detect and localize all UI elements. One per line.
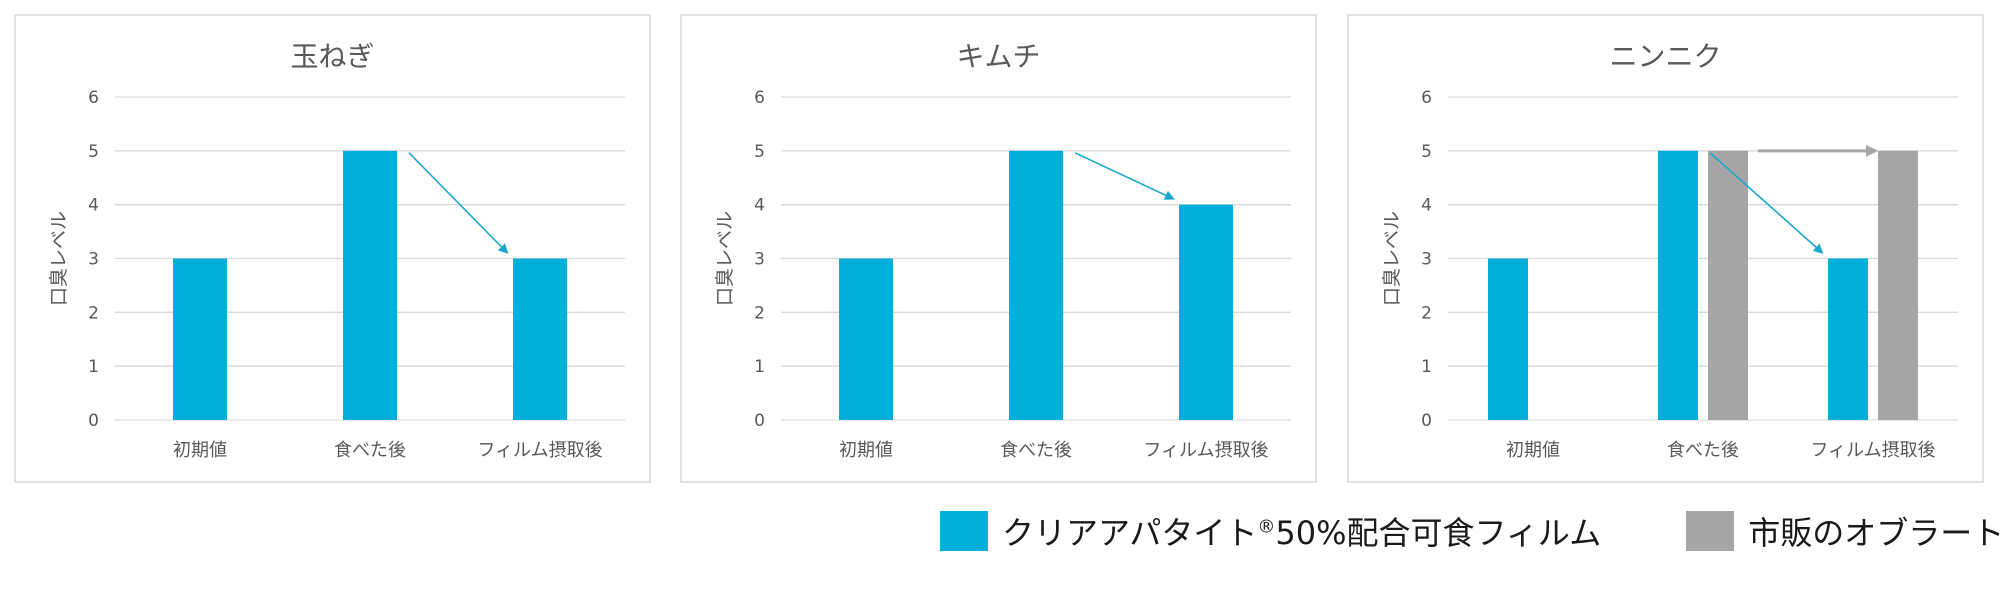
bar <box>343 150 397 421</box>
legend-swatch-film <box>940 511 988 551</box>
y-tick-label: 1 <box>88 357 99 377</box>
bar <box>1658 150 1698 421</box>
y-tick-label: 4 <box>754 196 765 216</box>
y-tick-label: 2 <box>1421 303 1432 323</box>
bar <box>1828 258 1868 420</box>
arrow <box>1709 152 1824 254</box>
x-tick-label: 食べた後 <box>1000 440 1072 461</box>
y-tick-label: 0 <box>88 411 99 431</box>
arrow <box>408 152 509 254</box>
registered-mark: ® <box>1257 516 1276 538</box>
bar <box>173 258 227 420</box>
y-tick-label: 4 <box>88 196 99 216</box>
y-tick-label: 6 <box>88 88 99 108</box>
x-tick-label: フィルム摂取後 <box>477 440 602 461</box>
y-tick-label: 6 <box>1421 88 1432 108</box>
y-tick-label: 4 <box>1421 196 1432 216</box>
bar <box>1708 150 1748 421</box>
arrow <box>1074 152 1175 200</box>
x-tick-label: 初期値 <box>173 440 227 461</box>
x-tick-label: フィルム摂取後 <box>1143 440 1268 461</box>
chart-title: キムチ <box>956 40 1040 73</box>
x-tick-label: 初期値 <box>1506 440 1560 461</box>
y-axis-label: 口臭レベル <box>48 211 70 306</box>
legend-swatch-wafer <box>1686 511 1735 551</box>
y-tick-label: 1 <box>754 357 765 377</box>
bar <box>513 258 567 420</box>
y-tick-label: 0 <box>1421 411 1432 431</box>
bar <box>1488 258 1528 420</box>
y-tick-label: 3 <box>88 250 99 270</box>
y-axis-label: 口臭レベル <box>714 211 736 306</box>
bar <box>1878 150 1918 421</box>
y-tick-label: 0 <box>754 411 765 431</box>
x-tick-label: 初期値 <box>839 440 893 461</box>
y-axis-label: 口臭レベル <box>1381 211 1403 306</box>
chart-title: 玉ねぎ <box>290 40 374 73</box>
legend-label-film: クリアアパタイト®50%配合可食フィルム <box>1002 508 1601 554</box>
x-tick-label: フィルム摂取後 <box>1810 440 1935 461</box>
legend-label-film-rest: 50%配合可食フィルム <box>1275 514 1602 552</box>
y-tick-label: 5 <box>754 142 765 162</box>
legend-label-film-main: クリアアパタイト <box>1002 514 1258 552</box>
bar <box>1009 150 1063 421</box>
legend-item-wafer: 市販のオブラート <box>1686 508 2000 554</box>
y-tick-label: 3 <box>754 250 765 270</box>
y-tick-label: 6 <box>754 88 765 108</box>
x-tick-label: 食べた後 <box>334 440 406 461</box>
bar <box>839 258 893 420</box>
legend: クリアアパタイト®50%配合可食フィルム 市販のオブラート <box>940 508 2000 554</box>
y-tick-label: 5 <box>88 142 99 162</box>
bar <box>1179 204 1233 420</box>
legend-label-wafer: 市販のオブラート <box>1748 514 2000 552</box>
x-tick-label: 食べた後 <box>1667 440 1739 461</box>
y-tick-label: 1 <box>1421 357 1432 377</box>
legend-item-film: クリアアパタイト®50%配合可食フィルム <box>940 508 1601 554</box>
y-tick-label: 2 <box>88 303 99 323</box>
y-tick-label: 5 <box>1421 142 1432 162</box>
y-tick-label: 3 <box>1421 250 1432 270</box>
chart-title: ニンニク <box>1609 40 1721 73</box>
y-tick-label: 2 <box>754 303 765 323</box>
